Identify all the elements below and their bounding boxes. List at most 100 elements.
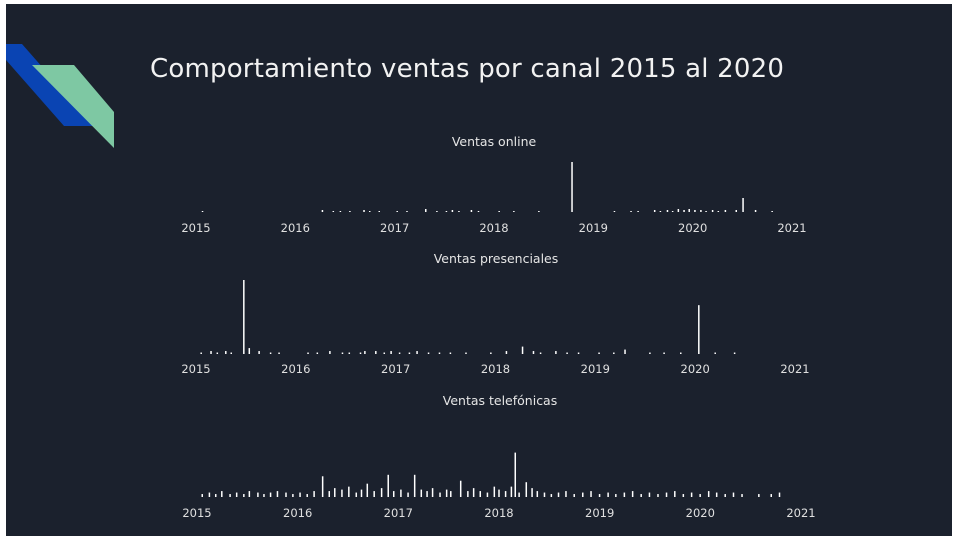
bar — [459, 480, 462, 497]
x-tick-label: 2017 — [380, 221, 409, 235]
bar — [705, 211, 707, 212]
bar — [555, 351, 557, 354]
bar — [248, 491, 251, 497]
bar — [426, 491, 428, 497]
bar — [269, 352, 272, 354]
bar — [445, 211, 448, 212]
chart-title: Ventas presenciales — [434, 251, 559, 266]
bar — [717, 211, 720, 212]
corner-decoration — [6, 44, 114, 148]
x-tick-label: 2021 — [786, 506, 815, 520]
bar — [631, 491, 634, 497]
x-tick-label: 2019 — [581, 362, 610, 376]
bar — [733, 352, 736, 354]
bar — [392, 491, 395, 497]
bar — [674, 491, 676, 497]
bar — [498, 489, 500, 497]
bar — [221, 491, 223, 497]
x-tick-label: 2020 — [678, 221, 707, 235]
bar — [230, 352, 232, 354]
bar — [366, 483, 369, 497]
bar — [285, 492, 287, 497]
bar — [313, 491, 315, 497]
chart-presenciales: Ventas presenciales 2015 2016 2017 2018 2019… — [181, 251, 809, 376]
bar — [543, 492, 546, 497]
bar — [531, 488, 533, 497]
x-axis-presenciales: 2015 2016 2017 2018 2019 2020 2021 — [181, 362, 809, 376]
bar — [339, 211, 342, 212]
bar — [490, 352, 492, 354]
bar — [416, 351, 418, 354]
x-axis-online: 2015 2016 2017 2018 2019 2020 2021 — [181, 221, 806, 235]
bar — [682, 494, 685, 497]
bar — [771, 211, 773, 212]
bar — [657, 494, 659, 497]
bar — [504, 491, 507, 497]
bar — [754, 210, 757, 212]
bar — [380, 488, 383, 497]
x-tick-label: 2016 — [281, 221, 310, 235]
bar — [539, 352, 542, 354]
bar — [216, 352, 219, 354]
x-tick-label: 2019 — [579, 221, 608, 235]
bar — [707, 491, 710, 497]
bar — [724, 210, 727, 212]
bar — [493, 486, 496, 497]
bar — [680, 352, 682, 354]
bar — [577, 352, 580, 354]
bar — [299, 492, 301, 497]
chart-title: Ventas online — [452, 134, 537, 149]
green-stripe — [32, 65, 114, 148]
bar — [518, 492, 520, 497]
bar — [398, 352, 401, 354]
bar — [557, 492, 560, 497]
charts-area: Ventas online 2015 2016 2017 2018 2019 2020 20… — [181, 134, 815, 520]
bar — [364, 351, 366, 354]
bar — [698, 305, 700, 354]
x-tick-label: 2020 — [686, 506, 715, 520]
chart-telefonicas: Ventas telefónicas 2015 2016 2017 2018 2019 2… — [182, 393, 815, 520]
bar — [278, 352, 280, 354]
bar — [243, 280, 245, 354]
bar — [269, 492, 272, 497]
bar — [649, 352, 651, 354]
bar — [640, 494, 642, 497]
bar — [663, 352, 665, 354]
bar — [359, 352, 362, 354]
x-tick-label: 2020 — [681, 362, 710, 376]
bar — [598, 494, 601, 497]
bar — [341, 352, 344, 354]
bar — [598, 352, 600, 354]
bar — [355, 492, 358, 497]
bar — [201, 494, 203, 497]
bar — [431, 488, 434, 497]
bar — [263, 494, 265, 497]
bar — [623, 492, 626, 497]
bar — [450, 491, 452, 497]
bar — [406, 211, 408, 212]
bar — [420, 489, 423, 497]
bars-online — [201, 162, 773, 212]
bar — [525, 482, 528, 497]
x-tick-label: 2018 — [481, 362, 510, 376]
bar — [349, 211, 351, 212]
bar — [536, 491, 539, 497]
chart-online: Ventas online 2015 2016 2017 2018 2019 2020 20… — [181, 134, 806, 235]
bar — [360, 489, 363, 497]
bar — [329, 351, 331, 354]
bar — [214, 494, 217, 497]
bar — [383, 352, 386, 354]
bar — [334, 488, 336, 497]
bar — [243, 494, 245, 497]
bar — [407, 492, 409, 497]
bar — [470, 210, 473, 212]
bar — [363, 210, 365, 212]
bar — [538, 211, 540, 212]
bar — [637, 211, 639, 212]
bar — [510, 486, 513, 497]
bar — [479, 491, 482, 497]
bar — [225, 351, 227, 354]
bar — [436, 211, 438, 212]
bar — [571, 162, 573, 212]
bar — [306, 494, 308, 497]
